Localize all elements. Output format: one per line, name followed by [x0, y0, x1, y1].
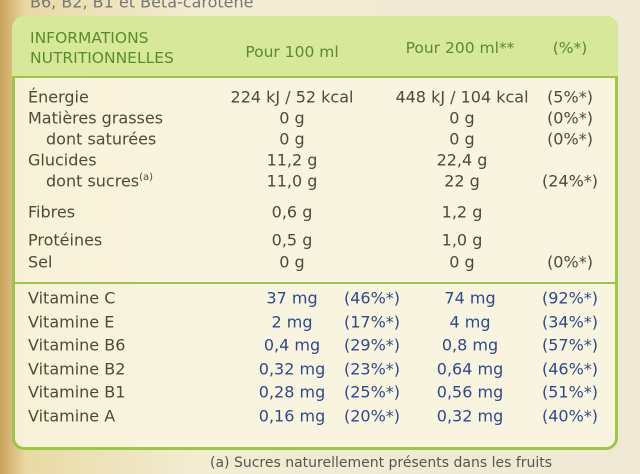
per-100: 0,4 mg — [263, 335, 321, 355]
pct-100: (25%*) — [343, 382, 401, 402]
per-200: 0,32 mg — [436, 406, 504, 425]
pct-200: (34%*) — [541, 312, 599, 331]
row-label: Vitamine E — [28, 312, 115, 331]
top-text: B6, B2, B1 et Bêta-carotène — [30, 0, 254, 12]
per-200: 4 mg — [449, 312, 491, 331]
note-mark: (a) — [139, 172, 154, 184]
per-200: 0,56 mg — [436, 382, 504, 402]
per-200: 448 kJ / 104 kcal — [395, 87, 529, 107]
pct-100: (23%*) — [343, 359, 401, 378]
per-100: 0 g — [279, 108, 305, 128]
row-label: Vitamine A — [28, 406, 116, 425]
header-col: Pour 100 ml — [245, 43, 339, 61]
per-100: 37 mg — [266, 288, 318, 308]
per-200: 22,4 g — [436, 150, 488, 170]
pct-200: (40%*) — [541, 406, 599, 425]
pct-100: (46%*) — [343, 288, 401, 308]
pct-200: (46%*) — [541, 359, 599, 378]
pct-100: (20%*) — [343, 406, 401, 425]
per-100: 0,28 mg — [258, 382, 326, 402]
per-200: 1,0 g — [441, 230, 483, 250]
row-label: Énergie — [28, 87, 89, 107]
rule — [15, 76, 618, 78]
row-label: Vitamine B6 — [28, 335, 126, 355]
per-100: 0,5 g — [271, 230, 313, 250]
row-label: Fibres — [28, 202, 76, 222]
table-panel — [12, 16, 618, 450]
row-label: dont saturées — [46, 129, 157, 149]
pct-200: (24%*) — [541, 171, 599, 191]
pct-100: (29%*) — [343, 335, 401, 355]
pct-200: (0%*) — [547, 129, 593, 149]
per-100: 224 kJ / 52 kcal — [230, 87, 354, 107]
per-200: 0,8 mg — [441, 335, 499, 355]
per-100: 0,6 g — [271, 202, 313, 222]
per-100: 11,0 g — [266, 171, 318, 191]
per-100: 0,32 mg — [258, 359, 326, 378]
per-100: 2 mg — [271, 312, 313, 331]
pct-200: (92%*) — [541, 288, 599, 308]
per-200: 0 g — [449, 108, 475, 128]
per-200: 0,64 mg — [436, 359, 504, 378]
header-col: (%*) — [552, 39, 588, 57]
pct-200: (0%*) — [547, 108, 593, 128]
per-100: 0 g — [279, 129, 305, 149]
per-200: 0 g — [449, 129, 475, 149]
header-col: Pour 200 ml** — [405, 39, 515, 57]
row-label: Glucides — [28, 150, 97, 170]
per-100: 0,16 mg — [258, 406, 326, 425]
header-title: NUTRITIONNELLES — [30, 49, 174, 67]
per-200: 22 g — [444, 171, 480, 191]
per-200: 74 mg — [444, 288, 496, 308]
header-title: INFORMATIONS — [30, 29, 149, 47]
per-100: 0 g — [279, 252, 305, 272]
pct-100: (17%*) — [343, 312, 401, 331]
rule — [15, 282, 618, 284]
row-label: dont sucres(a) — [46, 171, 154, 191]
row-label: Vitamine B2 — [28, 359, 126, 378]
row-label: Matières grasses — [28, 108, 164, 128]
per-200: 1,2 g — [441, 202, 483, 222]
per-100: 11,2 g — [266, 150, 318, 170]
per-200: 0 g — [449, 252, 475, 272]
row-label: Vitamine C — [28, 288, 116, 308]
pct-200: (57%*) — [541, 335, 599, 355]
pct-200: (5%*) — [547, 87, 593, 107]
pct-200: (0%*) — [547, 252, 593, 272]
row-label: Protéines — [28, 230, 103, 250]
row-label: Vitamine B1 — [28, 382, 126, 402]
row-label: Sel — [28, 252, 53, 272]
header-band — [12, 16, 618, 76]
pct-200: (51%*) — [541, 382, 599, 402]
footnote: (a) Sucres naturellement présents dans l… — [210, 455, 553, 471]
